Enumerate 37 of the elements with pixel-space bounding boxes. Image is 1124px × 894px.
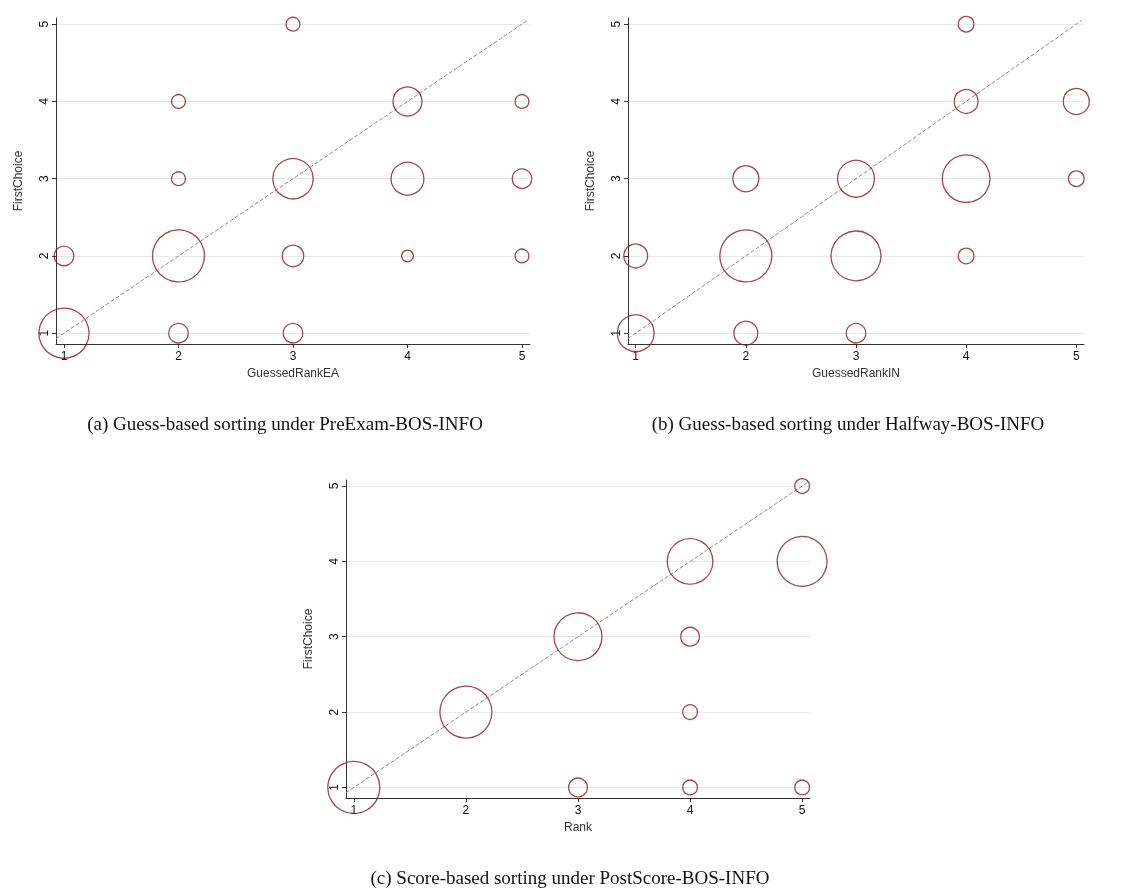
x-tick-label: 3: [574, 803, 582, 817]
y-tick-label: 4: [609, 97, 623, 105]
x-tick-label: 3: [852, 349, 860, 363]
y-tick-label: 5: [327, 482, 341, 490]
y-tick-label: 5: [609, 20, 623, 28]
y-tick-label: 1: [609, 329, 623, 337]
y-tick-label: 5: [37, 20, 51, 28]
x-tick-label: 2: [175, 349, 183, 363]
x-tick-label: 5: [518, 349, 526, 363]
x-tick-label: 4: [686, 803, 694, 817]
y-tick-label: 1: [327, 783, 341, 791]
y-tick-label: 4: [37, 97, 51, 105]
y-axis-title: FirstChoice: [301, 608, 315, 670]
y-axis-title: FirstChoice: [583, 150, 597, 212]
y-tick-label: 3: [327, 633, 341, 641]
x-tick-label: 2: [742, 349, 750, 363]
y-tick-label: 3: [609, 175, 623, 183]
x-tick-label: 4: [962, 349, 970, 363]
text: (c) Score-based sorting under PostScore-BOS-INFO: [370, 867, 770, 889]
y-axis-title: FirstChoice: [11, 150, 25, 212]
x-tick-label: 4: [404, 349, 412, 363]
x-axis-title: GuessedRankEA: [246, 365, 340, 380]
x-tick-label: 5: [798, 803, 806, 817]
x-tick-label: 3: [289, 349, 297, 363]
text: (b) Guess-based sorting under Halfway-BOS-INFO: [651, 413, 1045, 435]
y-tick-label: 1: [37, 329, 51, 337]
x-tick-label: 5: [1072, 349, 1080, 363]
x-axis-title: GuessedRankIN: [811, 365, 901, 380]
text: (a) Guess-based sorting under PreExam-BOS-INFO: [87, 413, 483, 435]
y-tick-label: 2: [327, 708, 341, 716]
x-tick-label: 1: [632, 349, 640, 363]
y-tick-label: 4: [327, 557, 341, 565]
y-tick-label: 2: [609, 252, 623, 260]
y-tick-label: 3: [37, 175, 51, 183]
x-axis-title: Rank: [563, 819, 594, 834]
y-tick-label: 2: [37, 252, 51, 260]
x-tick-label: 2: [462, 803, 470, 817]
